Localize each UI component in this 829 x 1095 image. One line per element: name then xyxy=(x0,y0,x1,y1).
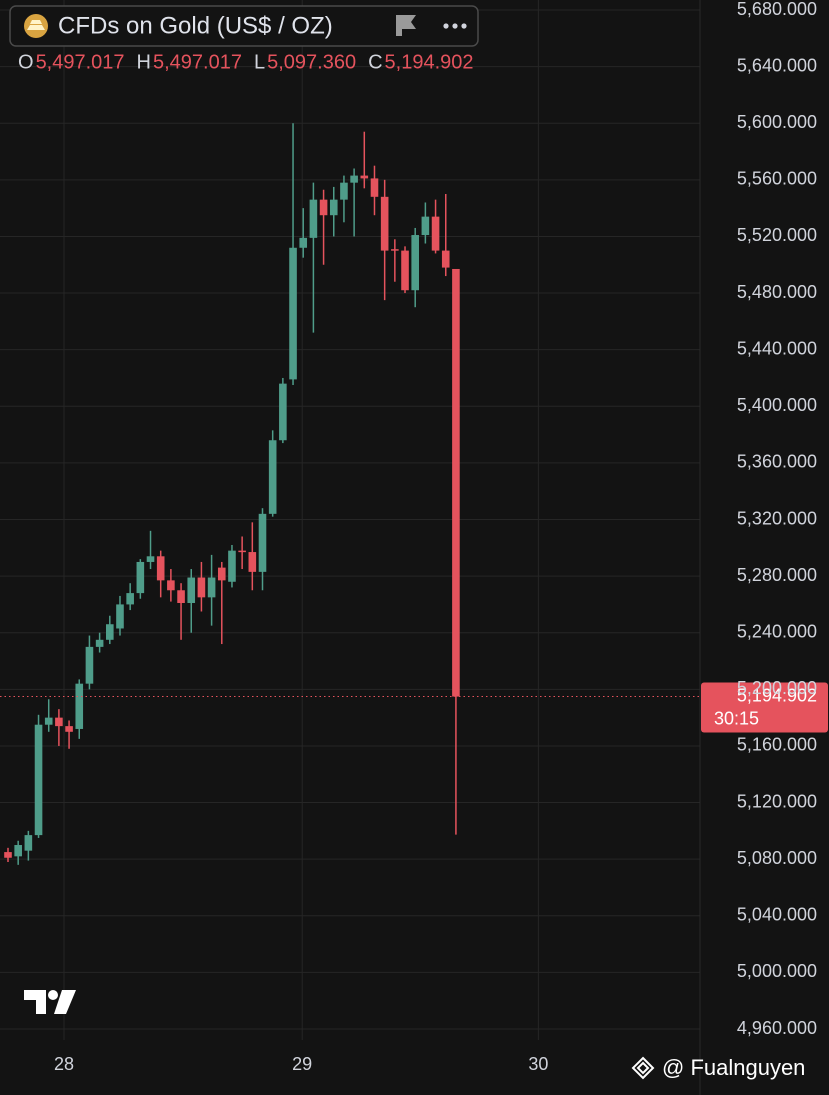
ohlc-value: 5,497.017 xyxy=(153,51,242,73)
candle-body xyxy=(401,250,409,291)
candle-body xyxy=(360,175,369,179)
candle-body xyxy=(126,593,134,605)
candle-body xyxy=(75,683,84,729)
candle-body xyxy=(116,604,124,629)
candle-body xyxy=(106,624,114,640)
flag-icon[interactable] xyxy=(396,15,416,36)
y-tick-label: 5,480.000 xyxy=(737,282,817,302)
candle-body xyxy=(4,852,12,858)
candle-body xyxy=(279,383,287,441)
y-tick-label: 5,520.000 xyxy=(737,225,817,245)
countdown: 30:15 xyxy=(714,708,759,728)
y-tick-label: 5,000.000 xyxy=(737,961,817,981)
candle-body xyxy=(187,577,196,604)
candle-body xyxy=(167,580,175,591)
y-tick-label: 5,120.000 xyxy=(737,791,817,811)
overlay: 5,194.902 30:15 xyxy=(0,682,828,733)
header-box[interactable] xyxy=(9,5,479,47)
ohlc-value: 5,497.017 xyxy=(36,51,125,73)
candle-body xyxy=(370,178,379,197)
candle-body xyxy=(14,845,22,857)
candle-body xyxy=(319,199,328,216)
candle-body xyxy=(34,724,43,836)
candle-body xyxy=(55,717,63,727)
grid xyxy=(0,0,701,1095)
y-tick-label: 5,680.000 xyxy=(737,0,817,19)
candle-body xyxy=(24,835,33,851)
candle-body xyxy=(411,235,419,291)
x-tick-label: 28 xyxy=(54,1054,74,1074)
more-icon[interactable] xyxy=(443,23,467,29)
y-tick-label: 5,320.000 xyxy=(737,508,817,528)
candle-body xyxy=(421,216,430,236)
y-tick-label: 5,640.000 xyxy=(737,55,817,75)
y-tick-label: 5,280.000 xyxy=(737,565,817,585)
candle-body xyxy=(431,216,440,251)
candle-body xyxy=(340,182,348,200)
candle-body xyxy=(85,646,94,684)
candle-body xyxy=(309,199,318,238)
watermark-icon xyxy=(631,1056,655,1080)
candle-body xyxy=(248,552,257,572)
candle-body xyxy=(44,717,53,725)
x-tick-label: 30 xyxy=(528,1054,548,1074)
y-tick-label: 5,600.000 xyxy=(737,112,817,132)
candle-body xyxy=(177,590,185,604)
gold-icon xyxy=(27,20,45,30)
candle-body xyxy=(441,250,450,268)
ohlc-value: 5,097.360 xyxy=(267,51,356,73)
candle-body xyxy=(65,726,73,732)
candles xyxy=(4,123,460,865)
candle-body xyxy=(156,556,165,581)
y-tick-label: 5,560.000 xyxy=(737,169,817,189)
ohlc-key: C xyxy=(368,51,382,73)
price-tag-label: 5,194.902 xyxy=(737,685,817,705)
y-tick-label: 5,040.000 xyxy=(737,905,817,925)
x-tick-label: 29 xyxy=(292,1054,312,1074)
candle-body xyxy=(329,199,338,216)
candle-body xyxy=(238,550,246,553)
price-tag xyxy=(701,682,828,733)
candle-body xyxy=(289,247,297,380)
ohlc-key: H xyxy=(137,51,151,73)
candle-body xyxy=(268,440,277,514)
y-tick-label: 5,400.000 xyxy=(737,395,817,415)
candle-body xyxy=(380,196,389,251)
candle-body xyxy=(350,175,358,183)
candle-body xyxy=(228,550,236,582)
y-tick-label: 4,960.000 xyxy=(737,1018,817,1038)
candle-body xyxy=(452,268,460,697)
candle-body xyxy=(146,556,155,562)
y-tick-label: 5,080.000 xyxy=(737,848,817,868)
ohlc-value: 5,194.902 xyxy=(385,51,474,73)
candle-body xyxy=(217,567,226,581)
y-tick-label: 5,240.000 xyxy=(737,621,817,641)
ohlc-legend: O 5,497.017 H 5,497.017 L 5,097.360 C 5,194.902 xyxy=(18,51,474,73)
y-tick-label: 5,440.000 xyxy=(737,338,817,358)
ohlc-key: L xyxy=(254,51,265,73)
tv-logo xyxy=(24,990,76,1014)
candle-body xyxy=(136,561,145,594)
y-tick-label: 5,360.000 xyxy=(737,452,817,472)
watermark: @ Fualnguyen xyxy=(662,1055,805,1080)
candle-body xyxy=(391,249,399,251)
candle-body xyxy=(299,237,308,248)
candle-body xyxy=(197,577,206,598)
y-tick-label: 5,160.000 xyxy=(737,735,817,755)
candle-body xyxy=(95,639,104,647)
candle-body xyxy=(207,577,216,598)
chart-title: CFDs on Gold (US$ / OZ) xyxy=(58,12,333,39)
ohlc-key: O xyxy=(18,51,34,73)
candle-body xyxy=(258,513,267,572)
y-tick-label: 5,200.000 xyxy=(737,678,817,698)
